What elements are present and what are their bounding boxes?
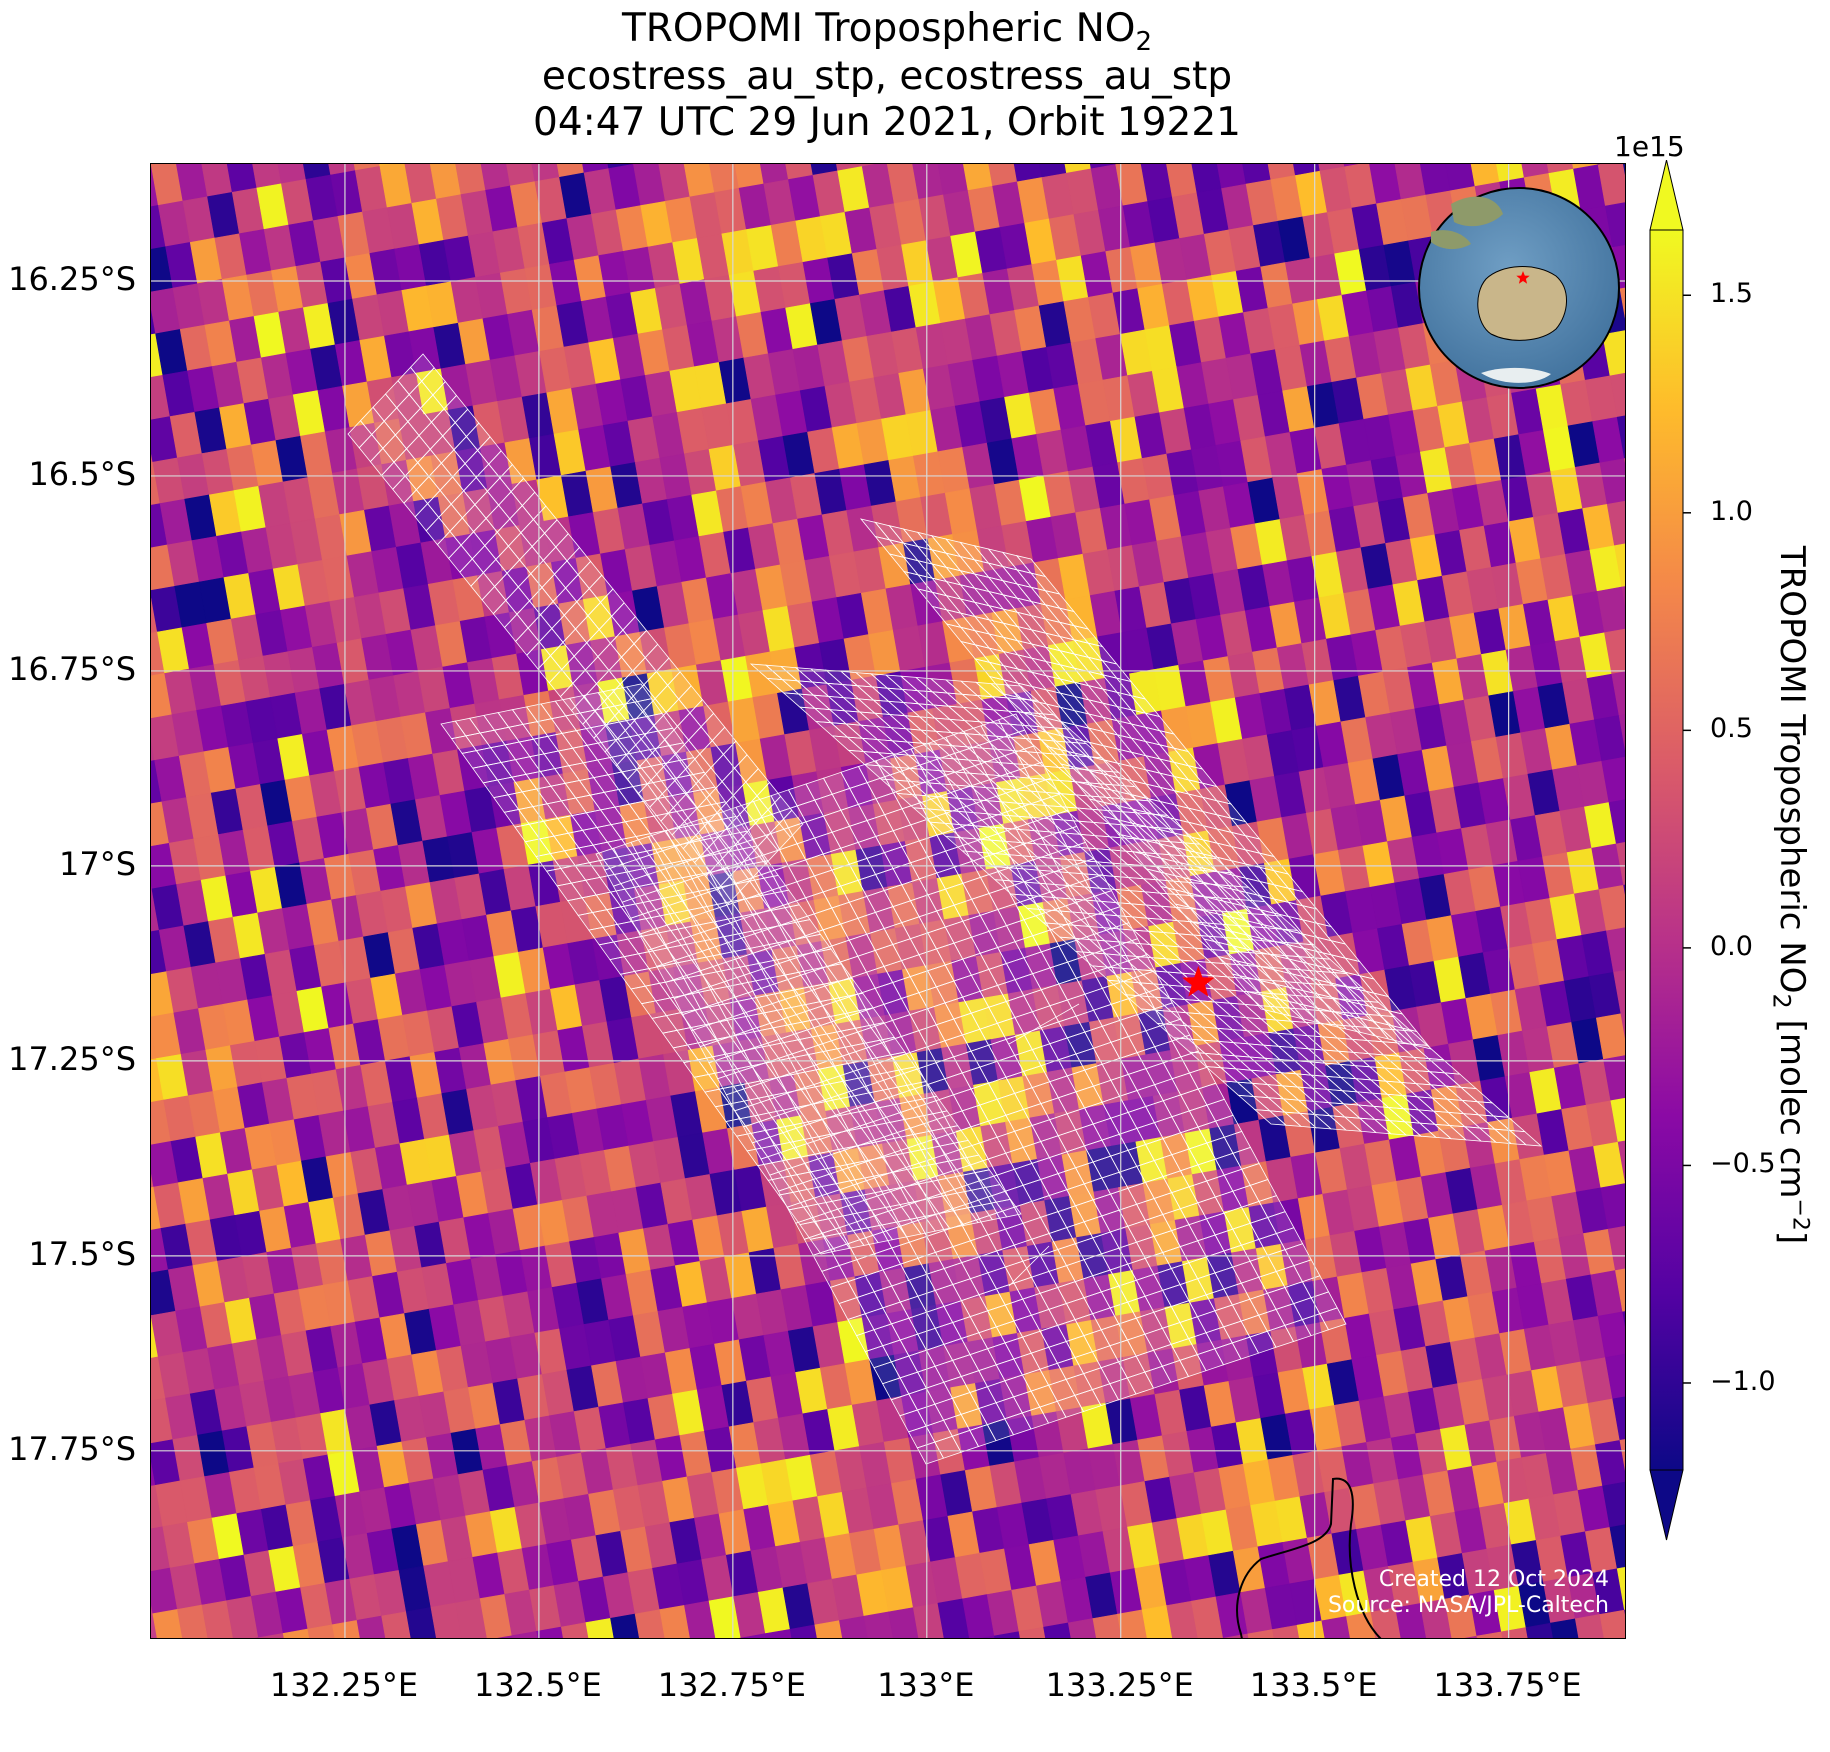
- colorbar-exponent: 1e15: [1614, 130, 1685, 163]
- no2-pixel: [1608, 799, 1625, 845]
- chart-title-line1: TROPOMI Tropospheric NO2: [621, 6, 1153, 57]
- colorbar-extend-max: [1649, 160, 1684, 231]
- colorbar-gradient: [1650, 230, 1683, 1470]
- no2-pixel: [1605, 202, 1625, 248]
- no2-pixel: [1597, 164, 1625, 207]
- map-plot-area: Created 12 Oct 2024 Source: NASA/JPL-Cal…: [150, 163, 1626, 1639]
- no2-pixel: [1599, 458, 1625, 505]
- x-tick-label: 132.75°E: [657, 1666, 806, 1704]
- no2-pixel: [1614, 543, 1625, 588]
- created-date-credit: Created 12 Oct 2024: [1378, 1567, 1609, 1592]
- no2-pixel: [1611, 671, 1625, 716]
- locator-globe: [1418, 187, 1620, 389]
- source-credit: Source: NASA/JPL-Caltech: [1327, 1593, 1609, 1618]
- y-tick-label: 16.5°S: [28, 454, 136, 493]
- no2-pixel: [1609, 372, 1625, 418]
- no2-pixel: [1604, 628, 1625, 675]
- no2-pixel: [1594, 715, 1625, 762]
- no2-pixel: [1619, 287, 1625, 319]
- no2-pixel: [1623, 164, 1625, 176]
- no2-pixel: [1621, 586, 1625, 607]
- chart-title-line2: ecostress_au_stp, ecostress_au_stp: [541, 54, 1233, 99]
- colorbar-tick-label: 1.0: [1710, 495, 1753, 527]
- colorbar: [1649, 160, 1691, 1541]
- no2-pixel: [1618, 714, 1625, 751]
- x-tick-label: 132.25°E: [269, 1666, 419, 1704]
- chart-title-line3: 04:47 UTC 29 Jun 2021, Orbit 19221: [533, 100, 1241, 145]
- no2-map: [151, 164, 1625, 1638]
- y-tick-label: 17.25°S: [8, 1039, 136, 1078]
- no2-pixel: [1624, 458, 1625, 464]
- x-tick-label: 133.75°E: [1433, 1666, 1582, 1704]
- no2-pixel: [1596, 586, 1625, 634]
- x-tick-label: 133.25°E: [1045, 1666, 1194, 1704]
- no2-pixel: [1616, 415, 1625, 459]
- y-tick-label: 16.75°S: [8, 649, 136, 688]
- y-tick-label: 17.5°S: [28, 1234, 136, 1273]
- y-tick-label: 16.25°S: [8, 259, 136, 298]
- no2-pixel: [1606, 500, 1625, 547]
- x-tick-label: 132.5°E: [473, 1666, 602, 1704]
- no2-pixel: [1602, 330, 1625, 377]
- colorbar-tick-label: 1.5: [1710, 278, 1753, 310]
- x-tick-label: 133.5°E: [1249, 1666, 1378, 1704]
- x-tick-label: 133°E: [877, 1666, 975, 1704]
- colorbar-tick-label: 0.5: [1710, 713, 1753, 745]
- y-tick-label: 17.75°S: [8, 1429, 136, 1468]
- y-tick-label: 17°S: [58, 844, 136, 883]
- no2-pixel: [1601, 756, 1625, 803]
- colorbar-extend-min: [1649, 1469, 1684, 1541]
